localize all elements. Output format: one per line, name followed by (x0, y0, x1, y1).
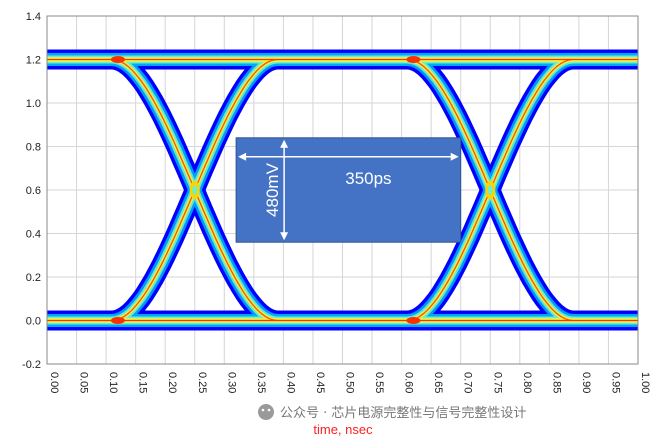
x-tick-label-3: 0.15 (137, 372, 149, 393)
x-tick-label-5: 0.25 (196, 372, 208, 393)
x-tick-label-6: 0.30 (225, 372, 237, 393)
x-tick-label-14: 0.70 (462, 372, 474, 393)
y-tick-label-0: -0.2 (22, 359, 41, 371)
eye-traces (47, 49, 638, 331)
y-tick-label-3: 0.4 (26, 229, 41, 241)
height-arrow-bottom-head (280, 232, 289, 241)
width-arrow-left-head (238, 152, 247, 161)
y-tick-label-5: 0.8 (26, 142, 41, 154)
x-tick-label-11: 0.55 (373, 372, 385, 393)
y-tick-label-4: 0.6 (26, 185, 41, 197)
y-tick-label-6: 1.0 (26, 98, 41, 110)
wechat-icon (258, 404, 274, 420)
x-tick-label-2: 0.10 (107, 372, 119, 393)
x-tick-label-1: 0.05 (78, 372, 90, 393)
crossing-core-1 (487, 185, 493, 195)
eye-width-label: 350ps (345, 169, 391, 188)
x-tick-label-16: 0.80 (521, 372, 533, 393)
wechat-icon-eye-left (261, 408, 265, 412)
x-tick-label-17: 0.85 (550, 372, 562, 393)
x-axis-ticks: 0.00 0.05 0.10 0.15 0.20 0.25 0.30 0.35 0.40 0.45… (48, 372, 651, 393)
height-arrow-top-head (280, 139, 289, 148)
plot-frame (46, 15, 639, 365)
watermark: 公众号 · 芯片电源完整性与信号完整性设计 (258, 404, 526, 421)
x-tick-label-15: 0.75 (491, 372, 503, 393)
transition-hotspot-0-0 (110, 56, 125, 63)
x-tick-label-7: 0.35 (255, 372, 267, 393)
x-tick-label-9: 0.45 (314, 372, 326, 393)
x-tick-label-10: 0.50 (344, 372, 356, 393)
x-tick-label-4: 0.20 (166, 372, 178, 393)
width-arrow-right-head (450, 152, 459, 161)
eye-opening-annotation: 350ps 480mV (235, 137, 462, 243)
wechat-icon-eye-right (267, 408, 271, 412)
y-tick-label-1: 0.0 (26, 316, 41, 328)
y-axis-ticks: -0.2 0.0 0.2 0.4 0.6 0.8 1.0 1.2 1.4 (22, 11, 41, 371)
x-tick-label-0: 0.00 (48, 372, 60, 393)
x-tick-label-12: 0.60 (403, 372, 415, 393)
transition-hotspot-1-0 (406, 56, 421, 63)
x-tick-label-19: 0.95 (609, 372, 621, 393)
y-tick-label-7: 1.2 (26, 55, 41, 67)
x-tick-label-13: 0.65 (432, 372, 444, 393)
transition-hotspot-1-1 (406, 317, 421, 324)
x-axis-label: time, nsec (313, 422, 373, 437)
x-tick-label-20: 1.00 (639, 372, 651, 393)
x-tick-label-8: 0.40 (284, 372, 296, 393)
x-tick-label-18: 0.90 (580, 372, 592, 393)
crossing-core-0 (192, 185, 198, 195)
watermark-text: 公众号 · 芯片电源完整性与信号完整性设计 (280, 406, 526, 421)
y-tick-label-2: 0.2 (26, 272, 41, 284)
eye-opening-box (235, 137, 462, 243)
transition-hotspot-0-1 (110, 317, 125, 324)
eye-height-label: 480mV (263, 162, 282, 217)
y-tick-label-8: 1.4 (26, 11, 41, 23)
